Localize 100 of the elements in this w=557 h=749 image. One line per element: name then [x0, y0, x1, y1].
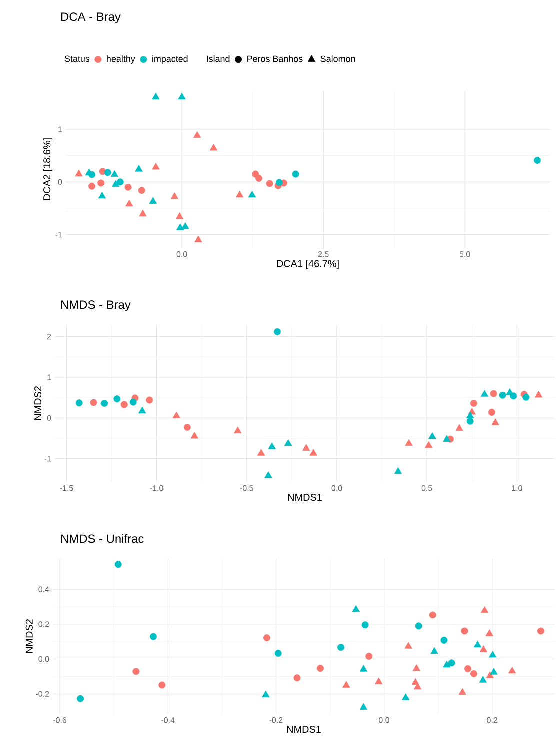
point: [488, 408, 496, 416]
point: [486, 630, 494, 636]
point: [352, 605, 360, 612]
point: [415, 622, 422, 630]
point: [537, 628, 544, 635]
point: [492, 418, 500, 426]
point: [104, 169, 112, 176]
x-axis-title: NMDS1: [288, 494, 322, 502]
point: [404, 642, 412, 649]
point: [152, 92, 160, 100]
point: [443, 660, 451, 668]
point: [149, 197, 158, 204]
point: [534, 390, 543, 398]
point: [430, 647, 438, 654]
point: [274, 328, 282, 336]
point: [77, 695, 84, 702]
point: [114, 561, 122, 568]
point: [264, 472, 272, 478]
point: [394, 467, 402, 474]
point: [425, 441, 433, 448]
point: [138, 187, 146, 194]
point: [276, 179, 283, 186]
x-axis-title: NMDS1: [287, 726, 321, 734]
legend-label: Salomon: [320, 56, 356, 62]
point: [506, 388, 514, 396]
point: [448, 660, 456, 667]
y-axis-title: NMDS2: [34, 386, 42, 420]
point: [248, 190, 256, 198]
point: [405, 439, 413, 446]
point: [257, 449, 266, 456]
point: [440, 636, 448, 644]
point: [236, 190, 244, 198]
point: [470, 400, 478, 407]
y-axis-title: NMDS2: [26, 620, 33, 654]
point: [120, 401, 128, 408]
point: [90, 399, 98, 406]
point: [182, 222, 190, 230]
point: [178, 92, 186, 100]
point: [456, 424, 464, 432]
point: [480, 606, 489, 614]
point: [139, 210, 147, 217]
text: Island: [207, 56, 230, 62]
point: [234, 426, 242, 434]
point: [508, 666, 516, 674]
point: [210, 144, 218, 151]
point: [375, 678, 383, 684]
point: [146, 396, 154, 404]
point: [190, 432, 198, 439]
chart-title: DCA - Bray: [62, 12, 121, 24]
point: [98, 180, 105, 187]
point: [274, 650, 282, 657]
point: [152, 163, 160, 170]
legend-title: Status: [64, 56, 90, 62]
point: [443, 435, 451, 442]
point: [489, 651, 497, 658]
point: [150, 633, 157, 640]
point: [499, 392, 506, 399]
point: [138, 406, 146, 414]
legend-label: impacted: [152, 56, 188, 64]
point: [292, 170, 300, 178]
point: [342, 681, 350, 688]
point: [366, 652, 373, 660]
point: [110, 170, 119, 178]
point: [266, 180, 274, 188]
point: [98, 192, 106, 199]
point: [256, 174, 263, 182]
point: [316, 665, 324, 672]
point: [88, 182, 96, 190]
point: [302, 444, 310, 451]
point: [75, 170, 83, 177]
point: [470, 670, 478, 678]
point: [360, 703, 368, 710]
point: [522, 394, 530, 401]
point: [76, 400, 83, 407]
point: [428, 432, 436, 440]
point: [464, 665, 472, 672]
point: [284, 439, 292, 446]
y-axis-title: DCA2 [18.6%]: [43, 138, 53, 200]
point: [135, 165, 143, 172]
point: [310, 449, 318, 456]
point: [490, 390, 498, 398]
point: [466, 418, 474, 425]
point: [130, 398, 137, 406]
point: [124, 184, 132, 191]
point: [262, 690, 270, 698]
point: [101, 400, 108, 407]
point: [479, 676, 487, 683]
x-axis-title: DCA1 [46.7%]: [277, 260, 339, 270]
point: [338, 644, 345, 652]
point: [172, 412, 180, 418]
point: [402, 694, 410, 700]
point: [466, 412, 474, 418]
legend-label: healthy: [107, 56, 136, 64]
point: [176, 212, 184, 220]
point: [458, 688, 466, 696]
point: [480, 390, 489, 397]
chart-title: NMDS - Unifrac: [62, 534, 144, 544]
point: [490, 668, 498, 675]
point: [126, 200, 134, 207]
point: [474, 640, 482, 648]
